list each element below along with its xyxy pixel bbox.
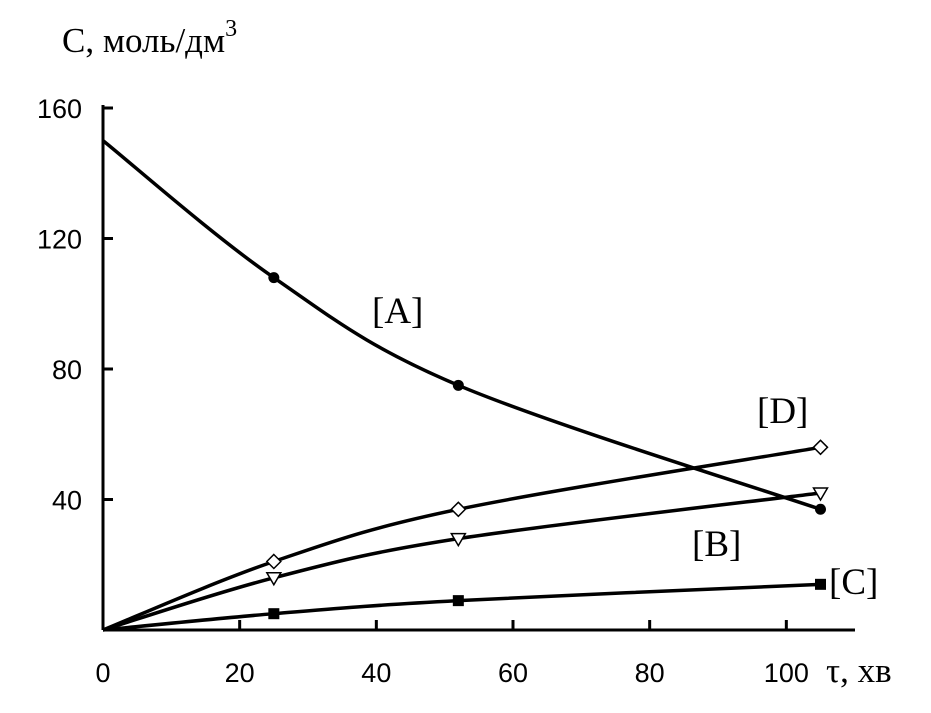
series-b-point	[265, 572, 283, 587]
y-tick-label: 160	[37, 94, 82, 124]
series-a-point	[815, 503, 826, 515]
x-tick-label: 80	[635, 658, 665, 688]
y-tick-label: 80	[52, 355, 82, 385]
series-b-line	[102, 491, 821, 632]
x-axis-title: τ, хв	[826, 651, 892, 690]
series-a-line	[101, 139, 822, 511]
series-a-point	[268, 272, 280, 284]
series-c-point	[268, 608, 280, 620]
series-b-point	[450, 532, 467, 548]
series-c-line	[102, 582, 821, 632]
series-a-label: [A]	[372, 291, 423, 332]
y-axis-title-superscript: 3	[225, 16, 237, 42]
series-d-label: [D]	[757, 391, 808, 432]
series-d-point	[265, 553, 282, 570]
series-d-line	[102, 445, 821, 632]
x-tick-label: 60	[498, 658, 528, 688]
series-c-point	[815, 578, 826, 590]
x-tick-label: 40	[361, 658, 391, 688]
series-d-point	[812, 439, 829, 456]
series-curves	[101, 139, 822, 632]
series-c-point	[452, 595, 464, 607]
y-axis-ticks: 40 80 120 160	[37, 94, 113, 516]
x-tick-label: 100	[764, 658, 809, 688]
series-d-point	[450, 501, 467, 518]
series-b-label: [B]	[692, 524, 741, 565]
y-tick-label: 40	[52, 486, 82, 516]
axes	[101, 105, 855, 632]
x-tick-label: 20	[225, 658, 255, 688]
series-markers	[265, 272, 829, 620]
series-labels: [A] [D] [B] [C]	[372, 291, 878, 603]
series-a-point	[452, 379, 464, 391]
x-axis-ticks: 0 20 40 60 80 100	[95, 620, 809, 688]
y-axis-title: C, моль/дм3	[62, 16, 237, 60]
series-b-point	[812, 487, 829, 502]
y-tick-label: 120	[37, 225, 82, 255]
x-tick-label: 0	[95, 658, 110, 688]
series-c-label: [C]	[829, 562, 878, 603]
